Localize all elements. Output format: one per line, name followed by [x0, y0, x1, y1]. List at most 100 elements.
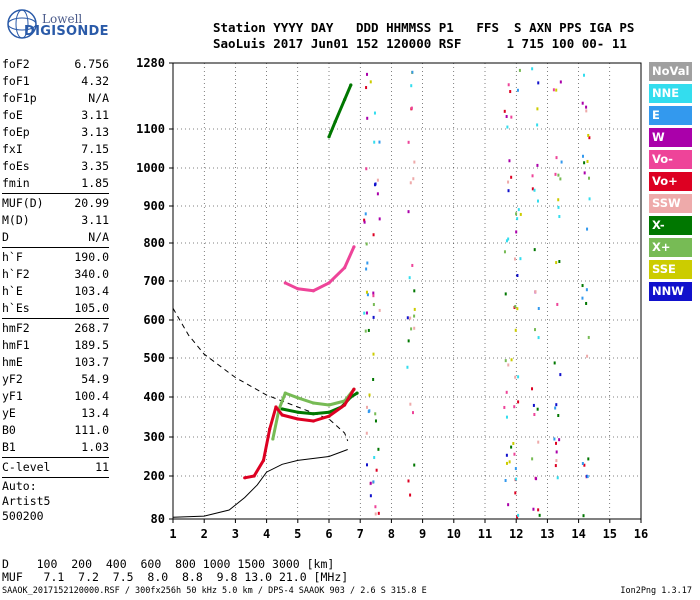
echo-dot: [364, 212, 367, 216]
echo-dot: [552, 88, 555, 92]
x-tick-label: 7: [357, 527, 364, 541]
param-value: 189.5: [74, 338, 109, 352]
echo-dot: [504, 359, 507, 363]
echo-dot: [363, 218, 366, 222]
param-row: foE 3.11: [2, 107, 109, 124]
echo-dot: [507, 180, 510, 184]
echo-dot: [374, 182, 377, 186]
autoscaling-info: 500200: [2, 509, 44, 523]
echo-dot: [516, 217, 519, 221]
echo-dot: [537, 508, 540, 512]
legend-item: X+: [649, 238, 692, 257]
echo-point: [280, 413, 284, 417]
echo-dot: [519, 257, 522, 261]
echo-dot: [535, 477, 538, 481]
param-label: hmF1: [2, 338, 30, 352]
echo-dot: [506, 125, 509, 129]
echo-dot: [555, 450, 558, 454]
echo-dot: [365, 311, 368, 315]
echo-trace: [284, 246, 356, 293]
legend-item: SSW: [649, 194, 692, 213]
echo-dot: [369, 481, 372, 485]
param-value: N/A: [88, 230, 109, 244]
legend-item: NNW: [649, 282, 692, 301]
echo-dot: [518, 68, 521, 72]
param-label: foF2: [2, 57, 30, 71]
echo-dot: [553, 361, 556, 365]
echo-dot: [372, 291, 375, 295]
param-value: 54.9: [81, 372, 109, 386]
echo-dot: [588, 136, 591, 140]
y-tick-label: 200: [143, 469, 165, 483]
param-row: foEp 3.13: [2, 124, 109, 141]
param-label: yF2: [2, 372, 23, 386]
param-divider: [2, 193, 109, 194]
echo-dot: [378, 140, 381, 144]
y-tick-label: 1000: [136, 161, 165, 175]
y-tick-label: 600: [143, 313, 165, 327]
echo-dot: [533, 188, 536, 192]
echo-dot: [407, 210, 410, 214]
echo-dot: [531, 187, 534, 191]
echo-dot: [408, 276, 411, 280]
echo-dot: [372, 352, 375, 356]
param-divider: [2, 247, 109, 248]
echo-point: [343, 403, 347, 407]
param-value: 3.11: [81, 213, 109, 227]
x-tick-label: 14: [571, 527, 585, 541]
echo-dot: [510, 175, 513, 179]
param-row: foF1p N/A: [2, 90, 109, 107]
param-row: h`F2 340.0: [2, 266, 109, 283]
polarization-legend: NoVal NNE E W Vo- Vo+ SSW X- X+ SSE NNW: [649, 62, 692, 304]
echo-dot: [505, 114, 508, 118]
param-row: foEs 3.35: [2, 158, 109, 175]
echo-point: [327, 281, 331, 285]
echo-dot: [557, 414, 560, 418]
echo-dot: [507, 237, 510, 241]
y-tick-label: 700: [143, 274, 165, 288]
echo-dot: [505, 461, 508, 465]
ionospheric-parameters: foF2 6.756 foF1 4.32 foF1p N/A foE 3.11 foEp 3.13…: [2, 56, 109, 524]
autoscaling-info: Auto:: [2, 479, 37, 493]
y-tick-label: 400: [143, 390, 165, 404]
echo-dot: [532, 507, 535, 511]
param-value: 3.11: [81, 108, 109, 122]
echo-dot: [533, 413, 536, 417]
echo-dot: [581, 101, 584, 105]
legend-item: NNE: [649, 84, 692, 103]
param-label: foEp: [2, 125, 30, 139]
echo-dot: [560, 160, 563, 164]
echo-dot: [504, 292, 507, 296]
param-value: 1.85: [81, 176, 109, 190]
echo-dot: [555, 88, 558, 92]
echo-dot: [557, 205, 560, 209]
echo-point: [280, 407, 284, 411]
echo-dot: [366, 116, 369, 120]
param-row: foF1 4.32: [2, 73, 109, 90]
x-tick-label: 8: [388, 527, 395, 541]
echo-dot: [363, 311, 366, 315]
echo-dot: [558, 215, 561, 219]
param-value: 103.7: [74, 355, 109, 369]
echo-dot: [409, 316, 412, 320]
echo-dot: [378, 308, 381, 312]
echo-point: [352, 245, 356, 249]
echo-dot: [373, 140, 376, 144]
echo-dot: [514, 328, 517, 332]
param-value: 6.756: [74, 57, 109, 71]
echo-dot: [536, 163, 539, 167]
echo-dot: [555, 261, 558, 265]
echo-dot: [581, 154, 584, 158]
legend-item: E: [649, 106, 692, 125]
param-row: h`Es 105.0: [2, 300, 109, 317]
param-value: 7.15: [81, 142, 109, 156]
x-tick-label: 10: [447, 527, 461, 541]
echo-dot: [517, 375, 520, 379]
echo-point: [283, 281, 287, 285]
echo-dot: [503, 250, 506, 254]
echo-dot: [586, 475, 589, 479]
echo-dot: [538, 513, 541, 517]
param-value: 340.0: [74, 267, 109, 281]
y-tick-label: 1280: [136, 56, 165, 70]
echo-dot: [581, 462, 584, 466]
